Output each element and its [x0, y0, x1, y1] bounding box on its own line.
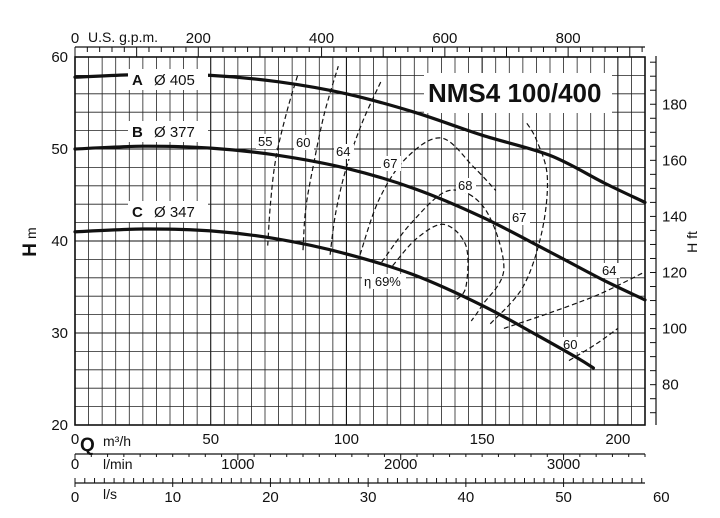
- q-label: Q: [80, 435, 95, 456]
- efficiency-label-backdrop: [456, 178, 476, 193]
- y-axis-label: H: [20, 243, 41, 257]
- lmin-tick-label: 2000: [384, 456, 417, 473]
- efficiency-label: 60: [296, 135, 310, 150]
- y-tick-label: 40: [51, 233, 68, 250]
- pump-curve-c: [73, 227, 595, 370]
- curve-name-label: A: [132, 72, 143, 89]
- ls-tick-label: 10: [164, 489, 181, 506]
- y-tick-label: 20: [51, 417, 68, 434]
- m3h-tick-label: 50: [202, 431, 219, 448]
- right-axis-label: H ft: [684, 231, 700, 253]
- efficiency-label-backdrop: [381, 156, 401, 171]
- y-tick-label: 30: [51, 325, 68, 342]
- m3h-tick-label: 150: [470, 431, 495, 448]
- efficiency-label: 60: [563, 337, 577, 352]
- pump-curves: A Ø 405 B Ø 377 C Ø 347: [73, 69, 647, 370]
- curve-diameter-label: Ø 405: [154, 72, 195, 89]
- efficiency-label-backdrop: [294, 135, 314, 150]
- plot-frame: [74, 56, 646, 426]
- top-tick-label: 800: [556, 30, 581, 47]
- right-tick-label: 100: [662, 321, 687, 338]
- curve-label-backdrop: [128, 201, 208, 222]
- efficiency-label-backdrop: [600, 263, 620, 278]
- curve-label-backdrop: [128, 69, 208, 90]
- efficiency-label-backdrop: [256, 134, 276, 149]
- y-tick-label: 60: [51, 49, 68, 66]
- efficiency-label: η 69%: [364, 274, 401, 289]
- efficiency-label: 68: [458, 178, 472, 193]
- pump-curve-b: [73, 144, 647, 302]
- efficiency-label-backdrop: [362, 274, 406, 289]
- ls-unit: l/s: [103, 486, 117, 502]
- y-axis-unit: m: [23, 227, 39, 239]
- labels: NMS4 100/400 Hm H ft U.S. g.p.m. Q m³/h …: [20, 29, 700, 502]
- m3h-tick-label: 200: [605, 431, 630, 448]
- efficiency-label-backdrop: [561, 337, 581, 352]
- grid: [74, 56, 646, 426]
- right-tick-label: 180: [662, 96, 687, 113]
- right-tick-label: 160: [662, 152, 687, 169]
- efficiency-label: 55: [258, 134, 272, 149]
- right-tick-label: 140: [662, 208, 687, 225]
- ls-tick-label: 40: [458, 489, 475, 506]
- efficiency-curve-55: [267, 75, 299, 246]
- top-tick-label: 200: [186, 30, 211, 47]
- curve-name-label: C: [132, 204, 143, 221]
- lmin-tick-label: 3000: [547, 456, 580, 473]
- y-tick-label: 50: [51, 141, 68, 158]
- curve-name-label: B: [132, 124, 143, 141]
- top-tick-label: 0: [71, 30, 79, 47]
- efficiency-label-backdrop: [334, 144, 354, 159]
- ls-tick-label: 0: [71, 489, 79, 506]
- lmin-unit: l/min: [103, 456, 133, 472]
- right-tick-label: 120: [662, 265, 687, 282]
- efficiency-label: 64: [336, 144, 350, 159]
- curve-diameter-label: Ø 347: [154, 204, 195, 221]
- m3h-unit: m³/h: [103, 433, 131, 449]
- right-tick-label: 80: [662, 377, 679, 394]
- efficiency-label-backdrop: [510, 210, 530, 225]
- top-tick-label: 600: [432, 30, 457, 47]
- ls-tick-label: 30: [360, 489, 377, 506]
- lmin-tick-label: 0: [71, 456, 79, 473]
- efficiency-curve-67: [359, 137, 497, 255]
- m3h-tick-label: 100: [334, 431, 359, 448]
- y-axis-title: Hm: [20, 227, 41, 256]
- efficiency-curve-64: [503, 272, 643, 329]
- efficiency-label: 67: [383, 156, 397, 171]
- ls-tick-label: 60: [653, 489, 670, 506]
- efficiency-curve-60: [568, 327, 619, 362]
- top-axis-unit: U.S. g.p.m.: [88, 29, 158, 45]
- efficiency-label: 64: [602, 263, 616, 278]
- efficiency-label: 67: [512, 210, 526, 225]
- top-tick-label: 400: [309, 30, 334, 47]
- m3h-tick-label: 0: [71, 431, 79, 448]
- efficiency-curves: 55 60 64 67 68 η 69% 67 64 60: [256, 66, 643, 362]
- title-backdrop: [424, 73, 612, 113]
- chart-title: NMS4 100/400: [428, 78, 601, 108]
- curve-diameter-label: Ø 377: [154, 124, 195, 141]
- efficiency-curve-69: [392, 223, 469, 302]
- efficiency-curve-68: [381, 189, 505, 322]
- efficiency-curve-67: [489, 121, 549, 325]
- ls-tick-label: 20: [262, 489, 279, 506]
- curve-label-backdrop: [128, 121, 208, 142]
- ls-tick-label: 50: [555, 489, 572, 506]
- lmin-tick-label: 1000: [221, 456, 254, 473]
